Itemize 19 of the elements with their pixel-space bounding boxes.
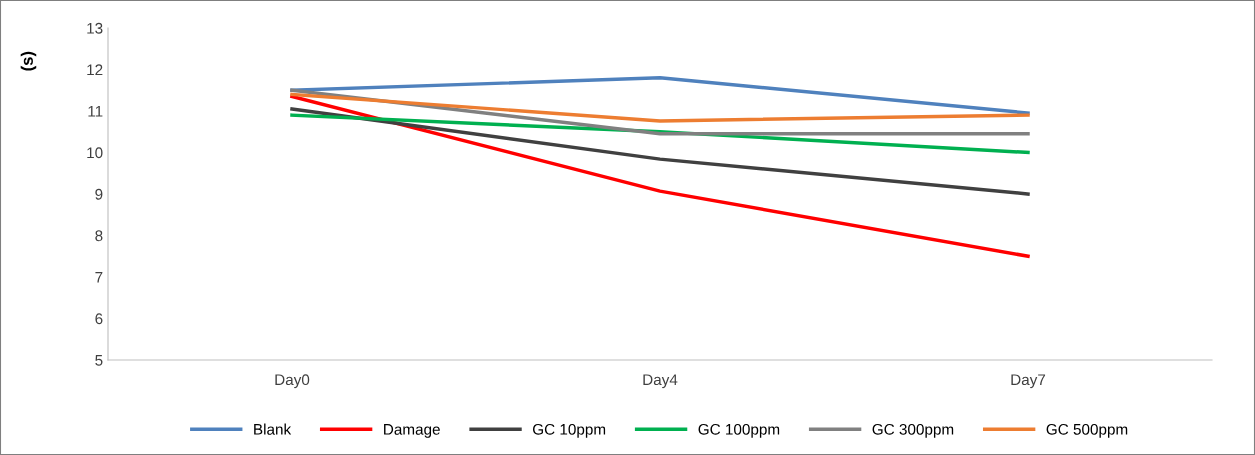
y-tick-label: 8: [95, 230, 103, 242]
legend-label: GC 300ppm: [872, 423, 954, 438]
x-tick-label: Day0: [275, 374, 310, 389]
y-tick-label: 11: [88, 106, 103, 117]
y-axis-title: (s): [20, 51, 37, 71]
y-tick-label: 10: [87, 147, 103, 159]
legend-label: GC 500ppm: [1046, 423, 1128, 438]
legend-label: Blank: [254, 423, 292, 435]
legend-label: GC 10ppm: [532, 423, 606, 438]
legend-label: GC 100ppm: [698, 423, 780, 438]
y-tick-label: 6: [95, 313, 103, 325]
x-tick-label: Day4: [643, 374, 678, 389]
y-tick-label: 7: [95, 272, 103, 283]
legend-label: Damage: [384, 424, 440, 438]
x-tick-label: Day7: [1011, 374, 1046, 389]
y-tick-label: 5: [95, 355, 103, 366]
y-tick-label: 9: [95, 188, 103, 200]
y-tick-label: 13: [87, 22, 103, 34]
y-tick-label: 12: [87, 64, 103, 76]
